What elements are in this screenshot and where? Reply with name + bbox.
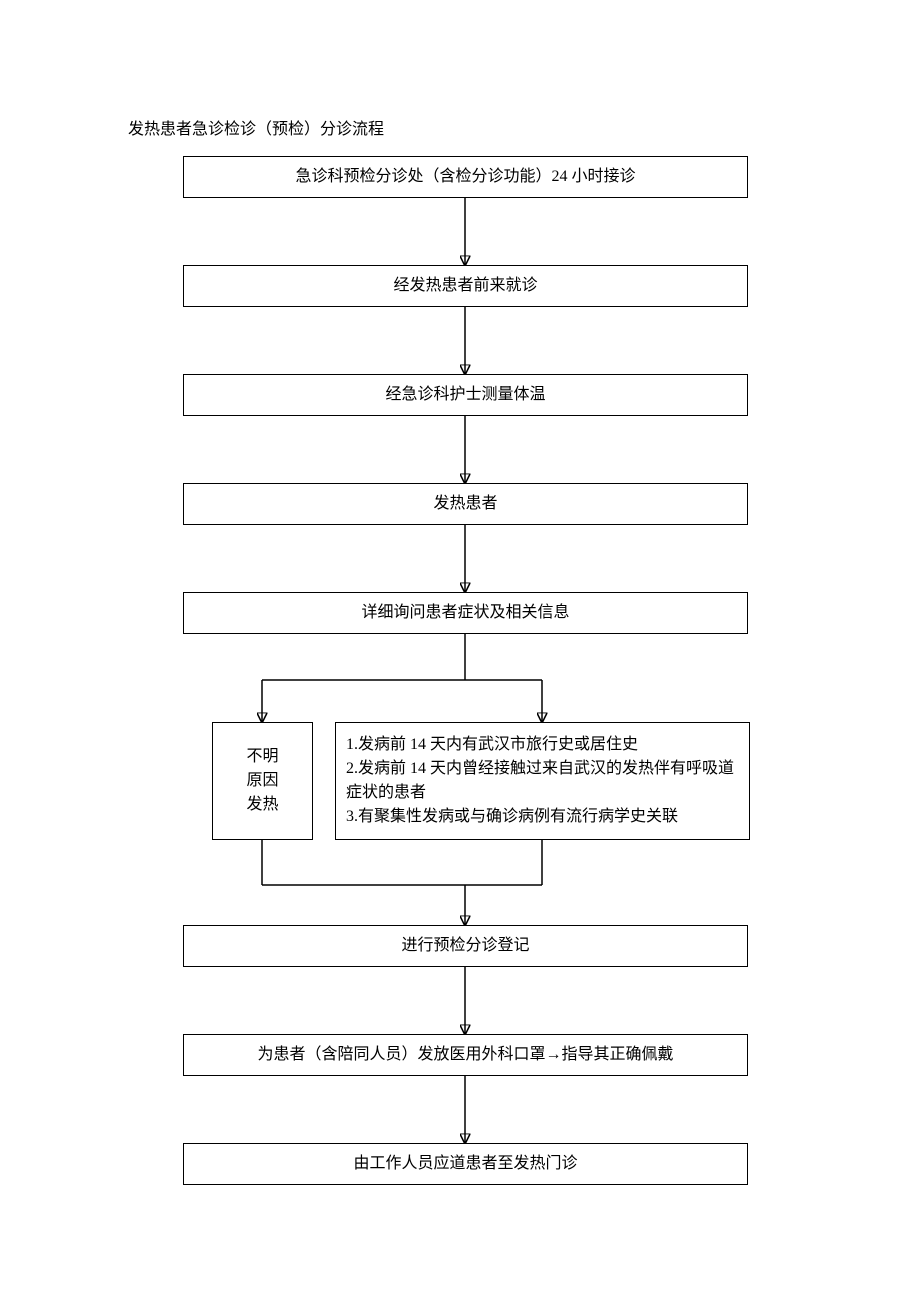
page-title: 发热患者急诊检诊（预检）分诊流程 (128, 115, 384, 139)
page: 发热患者急诊检诊（预检）分诊流程 急诊科预检分诊处（含检分诊功能）24 小时接诊… (0, 0, 920, 1301)
flowchart-node-n7: 进行预检分诊登记 (183, 925, 748, 967)
flowchart-node-n8: 为患者（含陪同人员）发放医用外科口罩→指导其正确佩戴 (183, 1034, 748, 1076)
flowchart-node-n1: 急诊科预检分诊处（含检分诊功能）24 小时接诊 (183, 156, 748, 198)
flowchart-node-label: 详细询问患者症状及相关信息 (361, 601, 569, 625)
flowchart-node-n5: 详细询问患者症状及相关信息 (183, 592, 748, 634)
flowchart-node-label: 进行预检分诊登记 (401, 934, 529, 958)
flowchart-node-label: 1.发病前 14 天内有武汉市旅行史或居住史 2.发病前 14 天内曾经接触过来… (346, 733, 739, 829)
flowchart-node-label: 经发热患者前来就诊 (393, 274, 537, 298)
flowchart-node-label: 急诊科预检分诊处（含检分诊功能）24 小时接诊 (295, 165, 635, 189)
flowchart-node-n4: 发热患者 (183, 483, 748, 525)
flowchart-node-label: 经急诊科护士测量体温 (385, 383, 545, 407)
flowchart-node-n6b: 1.发病前 14 天内有武汉市旅行史或居住史 2.发病前 14 天内曾经接触过来… (335, 722, 750, 840)
flowchart-node-n6a: 不明 原因 发热 (212, 722, 313, 840)
flowchart-node-n3: 经急诊科护士测量体温 (183, 374, 748, 416)
flowchart-node-label: 由工作人员应道患者至发热门诊 (353, 1152, 577, 1176)
flowchart-node-label: 发热患者 (433, 492, 497, 516)
flowchart-node-label: 不明 原因 发热 (246, 745, 278, 817)
flowchart-node-label: 为患者（含陪同人员）发放医用外科口罩→指导其正确佩戴 (257, 1043, 673, 1067)
flowchart-node-n2: 经发热患者前来就诊 (183, 265, 748, 307)
flowchart-node-n9: 由工作人员应道患者至发热门诊 (183, 1143, 748, 1185)
